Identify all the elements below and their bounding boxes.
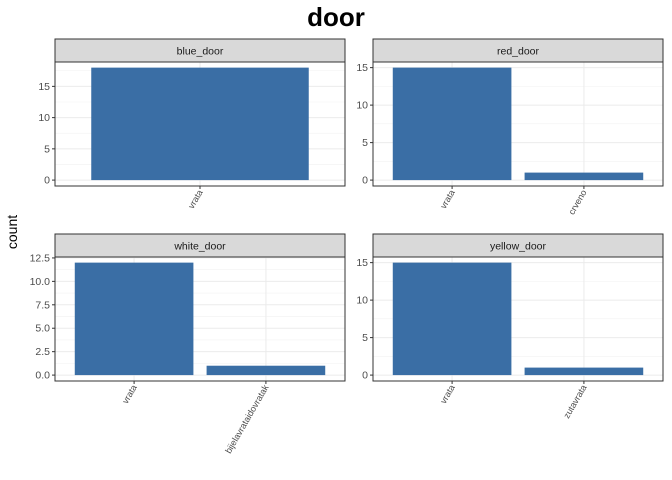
y-tick-label: 10.0 (30, 276, 51, 288)
y-tick-label: 7.5 (35, 299, 50, 311)
y-tick-label: 15 (356, 62, 368, 74)
y-tick-label: 10 (356, 100, 368, 112)
x-tick-label: vrata (438, 188, 457, 210)
y-tick-label: 10 (356, 295, 368, 307)
x-tick-label: vrata (438, 383, 457, 405)
x-tick-label: vrata (186, 188, 205, 210)
y-tick-label: 0 (362, 370, 368, 382)
y-tick-label: 5 (362, 137, 368, 149)
panel-border (372, 256, 664, 382)
bar (206, 365, 326, 376)
x-tick-label: bijelavrataidovratak (223, 383, 271, 456)
x-tick-label: crveno (566, 188, 588, 216)
panel-border (372, 61, 664, 187)
y-tick-label: 0 (44, 175, 50, 187)
facet-strip-label: white_door (173, 241, 226, 253)
facet-strip-label: blue_door (177, 46, 224, 58)
panel-border (54, 256, 346, 382)
chart-title: door (307, 2, 365, 32)
facet-strip-label: red_door (497, 46, 540, 58)
bar (392, 262, 512, 376)
facet-strip-label: yellow_door (490, 241, 547, 253)
y-tick-label: 12.5 (30, 252, 51, 264)
y-tick-label: 0 (362, 175, 368, 187)
x-tick-label: zutavrata (561, 383, 588, 420)
bar (74, 262, 194, 376)
x-tick-label: vrata (120, 383, 139, 405)
y-tick-label: 5 (362, 332, 368, 344)
y-tick-label: 2.5 (35, 346, 50, 358)
y-tick-label: 5.0 (35, 323, 50, 335)
y-tick-label: 15 (38, 81, 50, 93)
bar (91, 67, 309, 181)
y-tick-label: 0.0 (35, 370, 50, 382)
bar (392, 67, 512, 181)
y-tick-label: 10 (38, 112, 50, 124)
y-tick-label: 5 (44, 143, 50, 155)
y-tick-label: 15 (356, 257, 368, 269)
bar (524, 172, 644, 181)
bar (524, 367, 644, 376)
panel-border (54, 61, 346, 187)
